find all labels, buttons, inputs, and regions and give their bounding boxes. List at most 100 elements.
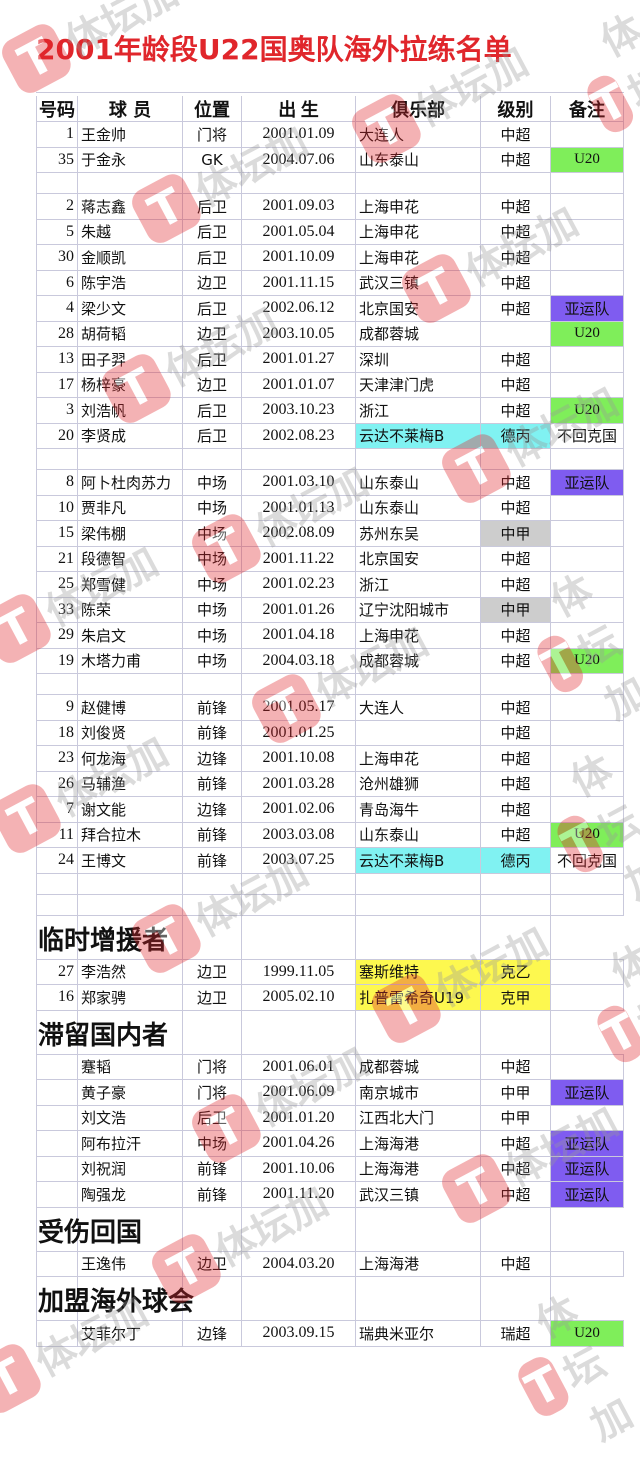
birth-date-cell: 2001.03.10 (241, 470, 355, 495)
empty-cell (182, 449, 241, 469)
table-header-row: 号码 球 员 位置 出 生 俱乐部 级别 备注 (36, 96, 624, 122)
position-cell: 前锋 (182, 1182, 241, 1207)
position-cell: 中场 (182, 597, 241, 622)
player-cell: 王逸伟 (77, 1251, 182, 1276)
empty-cell (36, 173, 77, 193)
position-cell: 中场 (182, 470, 241, 495)
empty-cell (550, 873, 624, 894)
birth-date-cell: 2002.08.09 (241, 521, 355, 546)
blank-row (36, 873, 624, 895)
empty-cell (77, 173, 182, 193)
note-cell: U20 (550, 321, 624, 346)
note-cell (550, 219, 624, 244)
club-cell: 大连人 (355, 695, 480, 720)
note-cell: 亚运队 (550, 1131, 624, 1156)
table-row: 蹇韬 门将 2001.06.01 成都蓉城 中超 (36, 1054, 624, 1080)
club-cell: 沧州雄狮 (355, 771, 480, 796)
page-title: 2001年龄段U22国奥队海外拉练名单 (36, 33, 512, 66)
table-row: 8 阿卜杜肉苏力 中场 2001.03.10 山东泰山 中超 亚运队 (36, 470, 624, 496)
number-cell: 9 (36, 695, 77, 720)
position-cell: 边卫 (182, 270, 241, 295)
club-cell: 塞斯维特 (355, 959, 480, 984)
club-cell: 山东泰山 (355, 147, 480, 172)
table-row: 王逸伟 边卫 2004.03.20 上海海港 中超 (36, 1251, 624, 1277)
empty-cell (550, 674, 624, 694)
position-cell: 边卫 (182, 321, 241, 346)
league-cell: 中超 (480, 746, 550, 771)
club-cell: 上海申花 (355, 623, 480, 648)
club-cell: 上海海港 (355, 1131, 480, 1156)
club-cell: 上海申花 (355, 219, 480, 244)
league-cell: 中超 (480, 398, 550, 423)
position-cell: 门将 (182, 122, 241, 147)
birth-date-cell: 2001.06.01 (241, 1054, 355, 1079)
table-row: 30 金顺凯 后卫 2001.10.09 上海申花 中超 (36, 245, 624, 271)
empty-cell (36, 873, 77, 894)
league-cell: 中超 (480, 194, 550, 219)
club-cell: 瑞典米亚尔 (355, 1321, 480, 1346)
empty-cell (241, 1277, 355, 1320)
note-cell (550, 521, 624, 546)
table-row: 29 朱启文 中场 2001.04.18 上海申花 中超 (36, 623, 624, 649)
table-row: 9 赵健博 前锋 2001.05.17 大连人 中超 (36, 695, 624, 721)
note-cell (550, 245, 624, 270)
player-cell: 刘浩帆 (77, 398, 182, 423)
league-cell: 中超 (480, 147, 550, 172)
position-cell: 边锋 (182, 746, 241, 771)
club-cell: 山东泰山 (355, 470, 480, 495)
league-cell: 中超 (480, 372, 550, 397)
empty-cell (182, 1277, 241, 1320)
empty-cell (77, 1277, 182, 1320)
empty-cell (480, 894, 550, 915)
player-cell: 郑雪健 (77, 572, 182, 597)
roster-table: 号码 球 员 位置 出 生 俱乐部 级别 备注 1 王金帅 门将 2001.01.09… (36, 96, 624, 1347)
birth-date-cell: 2003.10.05 (241, 321, 355, 346)
empty-cell (480, 873, 550, 894)
table-row: 6 陈宇浩 边卫 2001.11.15 武汉三镇 中超 (36, 270, 624, 296)
position-cell: 边卫 (182, 372, 241, 397)
player-cell: 金顺凯 (77, 245, 182, 270)
league-cell: 中超 (480, 572, 550, 597)
number-cell: 18 (36, 720, 77, 745)
empty-cell (480, 449, 550, 469)
birth-date-cell: 2001.01.09 (241, 122, 355, 147)
table-row: 13 田子羿 后卫 2001.01.27 深圳 中超 (36, 347, 624, 373)
club-cell (355, 720, 480, 745)
player-cell: 梁伟棚 (77, 521, 182, 546)
league-cell: 中超 (480, 122, 550, 147)
birth-date-cell: 2001.01.27 (241, 347, 355, 372)
table-row: 11 拜合拉木 前锋 2003.03.08 山东泰山 中超 U20 (36, 822, 624, 848)
empty-cell (241, 873, 355, 894)
league-cell: 中超 (480, 695, 550, 720)
table-row: 3 刘浩帆 后卫 2003.10.23 浙江 中超 U20 (36, 398, 624, 424)
empty-cell (77, 894, 182, 915)
league-cell: 中超 (480, 1251, 550, 1276)
league-cell (480, 321, 550, 346)
league-cell: 中超 (480, 822, 550, 847)
position-cell: 后卫 (182, 1105, 241, 1130)
position-cell: 边卫 (182, 959, 241, 984)
table-row: 24 王博文 前锋 2003.07.25 云达不莱梅B 德丙 不回克国 (36, 848, 624, 874)
header-league: 级别 (480, 96, 550, 121)
empty-cell (355, 449, 480, 469)
number-cell (36, 1321, 77, 1346)
note-cell (550, 985, 624, 1010)
player-cell: 蒋志鑫 (77, 194, 182, 219)
birth-date-cell: 2001.05.04 (241, 219, 355, 244)
empty-cell (550, 449, 624, 469)
number-cell (36, 1054, 77, 1079)
empty-cell (182, 674, 241, 694)
empty-cell (182, 173, 241, 193)
club-cell: 天津津门虎 (355, 372, 480, 397)
empty-cell (36, 1010, 77, 1054)
table-row: 4 梁少文 后卫 2002.06.12 北京国安 中超 亚运队 (36, 296, 624, 322)
empty-cell (182, 873, 241, 894)
table-row: 35 于金永 GK 2004.07.06 山东泰山 中超 U20 (36, 147, 624, 173)
table-row: 艾菲尔丁 边锋 2003.09.15 瑞典米亚尔 瑞超 U20 (36, 1321, 624, 1347)
position-cell: 中场 (182, 572, 241, 597)
league-cell: 中超 (480, 771, 550, 796)
note-cell (550, 372, 624, 397)
t-logo-icon: T (513, 1352, 574, 1421)
empty-cell (480, 674, 550, 694)
number-cell: 25 (36, 572, 77, 597)
